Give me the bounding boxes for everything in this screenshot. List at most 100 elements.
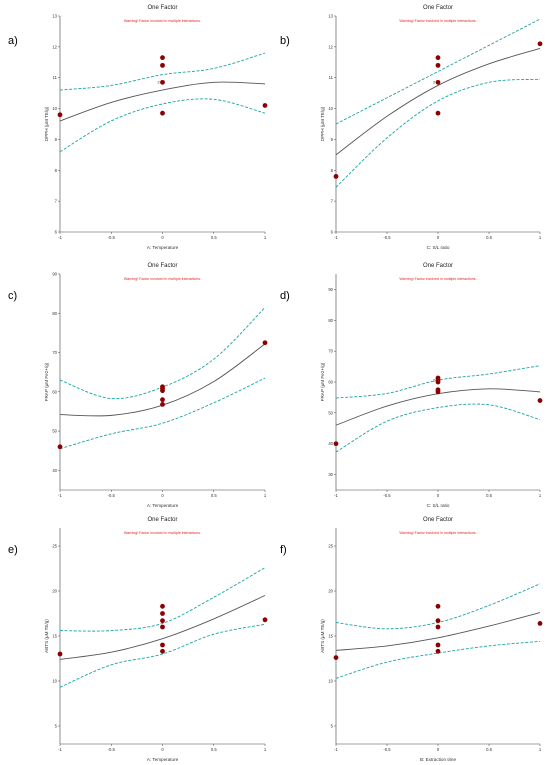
- data-point: [57, 112, 63, 118]
- panel-5: e) One Factor Warning! Factor involved in …: [8, 517, 268, 762]
- ci-upper-line: [59, 52, 266, 91]
- x-tick-label: -0.5: [383, 747, 391, 752]
- ci-upper-line: [335, 18, 541, 125]
- data-point: [160, 388, 165, 394]
- data-point: [160, 611, 165, 616]
- y-tick-label: 8: [331, 168, 334, 173]
- chart-title: One Factor: [423, 263, 453, 269]
- x-tick-label: 1: [539, 235, 542, 240]
- data-point: [333, 655, 339, 660]
- x-tick-label: -0.5: [108, 493, 116, 498]
- data-point: [160, 603, 165, 609]
- x-tick-label: 0.5: [211, 235, 217, 240]
- data-point: [57, 444, 63, 450]
- y-tick-label: 11: [329, 75, 334, 80]
- x-tick-label: 0.5: [486, 493, 492, 498]
- y-tick-label: 9: [331, 137, 334, 142]
- y-tick-label: 10: [328, 106, 333, 111]
- x-tick-label: -1: [58, 747, 62, 752]
- panel-label: c): [8, 290, 17, 302]
- x-tick-label: 1: [539, 493, 542, 498]
- y-tick-label: 90: [52, 272, 57, 277]
- x-tick-label: 0: [161, 747, 164, 752]
- y-tick-label: 40: [328, 441, 333, 446]
- y-tick-label: 50: [52, 429, 57, 434]
- y-tick-label: 7: [331, 199, 334, 204]
- y-tick-label: 12: [328, 44, 333, 49]
- y-tick-label: 7: [55, 199, 58, 204]
- y-axis-label: FRAP (μM Fe2+/g): [44, 362, 49, 401]
- y-tick-label: 50: [328, 410, 333, 415]
- panel-label: a): [8, 35, 18, 47]
- x-tick-label: 1: [264, 235, 267, 240]
- data-point: [435, 55, 441, 61]
- warning-text: Warning! Factor involved in multiple int…: [124, 19, 201, 23]
- x-tick-label: 0: [437, 747, 440, 752]
- data-point: [435, 648, 441, 654]
- x-tick-label: 0.5: [211, 493, 217, 498]
- data-point: [435, 389, 441, 395]
- y-tick-label: 10: [52, 106, 57, 111]
- data-point: [262, 103, 268, 108]
- x-tick-label: 0: [437, 235, 440, 240]
- y-axis-label: ABTS (μM TE/g): [44, 619, 49, 653]
- y-tick-label: 5: [331, 724, 334, 729]
- x-axis-label: A: Temperature: [147, 757, 179, 762]
- panel-4: d) One Factor Warning! Factor involved in …: [280, 263, 543, 508]
- panel-label: e): [8, 544, 18, 556]
- y-tick-label: 80: [52, 311, 57, 316]
- data-point: [160, 401, 165, 407]
- data-point: [160, 110, 165, 116]
- y-tick-label: 11: [53, 75, 58, 80]
- y-axis-label: DPPH (μM TE/g): [44, 106, 49, 141]
- data-point: [160, 624, 165, 630]
- fit-line: [59, 595, 266, 660]
- warning-text: Warning! Factor involved in multiple int…: [399, 277, 476, 281]
- y-tick-label: 25: [52, 544, 57, 549]
- x-tick-label: 0.5: [211, 747, 217, 752]
- warning-text: Warning! Factor involved in multiple int…: [124, 277, 201, 281]
- x-tick-label: 0.5: [486, 235, 492, 240]
- chart-title: One Factor: [147, 5, 177, 11]
- data-point: [333, 174, 339, 179]
- x-tick-label: 0: [437, 493, 440, 498]
- warning-text: Warning! Factor involved in multiple int…: [399, 531, 476, 535]
- chart-title: One Factor: [423, 5, 453, 11]
- data-point: [160, 642, 165, 648]
- data-point: [537, 398, 543, 403]
- y-tick-label: 70: [52, 350, 57, 355]
- x-tick-label: -0.5: [108, 747, 116, 752]
- x-tick-label: -1: [58, 493, 62, 498]
- data-point: [160, 79, 165, 85]
- y-tick-label: 13: [52, 14, 57, 19]
- panel-1: a) One Factor Warning! Factor involved in …: [8, 5, 268, 250]
- data-point: [57, 651, 63, 657]
- data-point: [262, 617, 268, 623]
- y-tick-label: 70: [328, 349, 333, 354]
- chart-title: One Factor: [423, 517, 453, 523]
- x-tick-label: 1: [264, 493, 267, 498]
- data-point: [160, 618, 165, 624]
- y-axis-label: DPPH (μM TE/g): [320, 106, 325, 141]
- warning-text: Warning! Factor involved in multiple int…: [124, 531, 201, 535]
- y-axis-label: ABTS (μM TE/g): [320, 619, 325, 653]
- x-tick-label: -0.5: [383, 493, 391, 498]
- x-axis-label: C: S/L ratio: [427, 245, 450, 250]
- replicate-label: 2: [433, 378, 436, 383]
- x-tick-label: 0.5: [486, 747, 492, 752]
- y-tick-label: 8: [55, 168, 58, 173]
- x-tick-label: 1: [264, 747, 267, 752]
- fit-line: [335, 612, 541, 651]
- panel-label: f): [280, 544, 287, 556]
- x-tick-label: -1: [334, 493, 338, 498]
- data-point: [160, 62, 165, 68]
- y-tick-label: 10: [52, 679, 57, 684]
- replicate-label: 2: [433, 80, 436, 85]
- y-tick-label: 9: [55, 137, 58, 142]
- y-tick-label: 90: [328, 287, 333, 292]
- x-tick-label: 0: [161, 493, 164, 498]
- panel-label: d): [280, 290, 290, 302]
- ci-upper-line: [59, 567, 266, 632]
- x-axis-label: C: S/L ratio: [427, 503, 450, 508]
- data-point: [435, 618, 441, 624]
